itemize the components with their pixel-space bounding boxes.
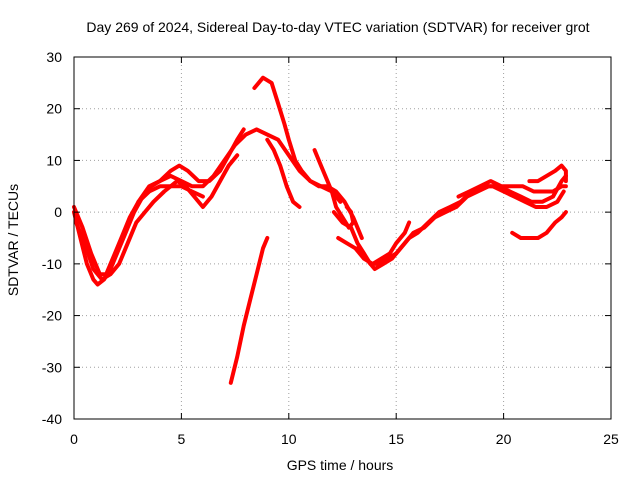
series-layer — [72, 75, 568, 385]
series-arc-8 — [312, 148, 356, 230]
plot-frame — [73, 56, 612, 420]
series-arc-13 — [510, 210, 568, 240]
series-arc-3 — [74, 153, 240, 282]
x-tick-label: 5 — [178, 431, 186, 447]
series-arc-7 — [265, 137, 302, 209]
grid — [74, 57, 611, 419]
series-arc-12 — [456, 179, 568, 199]
y-axis-label: SDTVAR / TECUs — [5, 184, 21, 296]
series-arc-14 — [527, 163, 568, 184]
series-arc-6 — [252, 75, 364, 240]
y-tick-label: -40 — [42, 411, 62, 427]
y-tick-label: -20 — [42, 308, 62, 324]
series-arc-5 — [228, 236, 270, 385]
x-tick-label: 0 — [70, 431, 78, 447]
x-tick-label: 10 — [281, 431, 297, 447]
x-axis-label: GPS time / hours — [287, 457, 394, 473]
x-tick-label: 15 — [388, 431, 404, 447]
x-tick-label: 20 — [496, 431, 512, 447]
y-tick-label: 10 — [46, 152, 62, 168]
axis-ticks: 0 5 10 15 20 25 -40 -30 -20 -10 0 10 20 30 — [42, 49, 619, 447]
y-tick-label: 30 — [46, 49, 62, 65]
series-arc-10 — [355, 184, 566, 271]
series-arc-4 — [136, 127, 246, 204]
series-arc-11 — [336, 220, 412, 266]
y-tick-label: 20 — [46, 101, 62, 117]
x-tick-label: 25 — [603, 431, 619, 447]
y-tick-label: 0 — [54, 204, 62, 220]
y-tick-label: -10 — [42, 256, 62, 272]
series-arc-2 — [72, 184, 205, 277]
chart-title: Day 269 of 2024, Sidereal Day-to-day VTE… — [86, 19, 589, 35]
y-tick-label: -30 — [42, 359, 62, 375]
